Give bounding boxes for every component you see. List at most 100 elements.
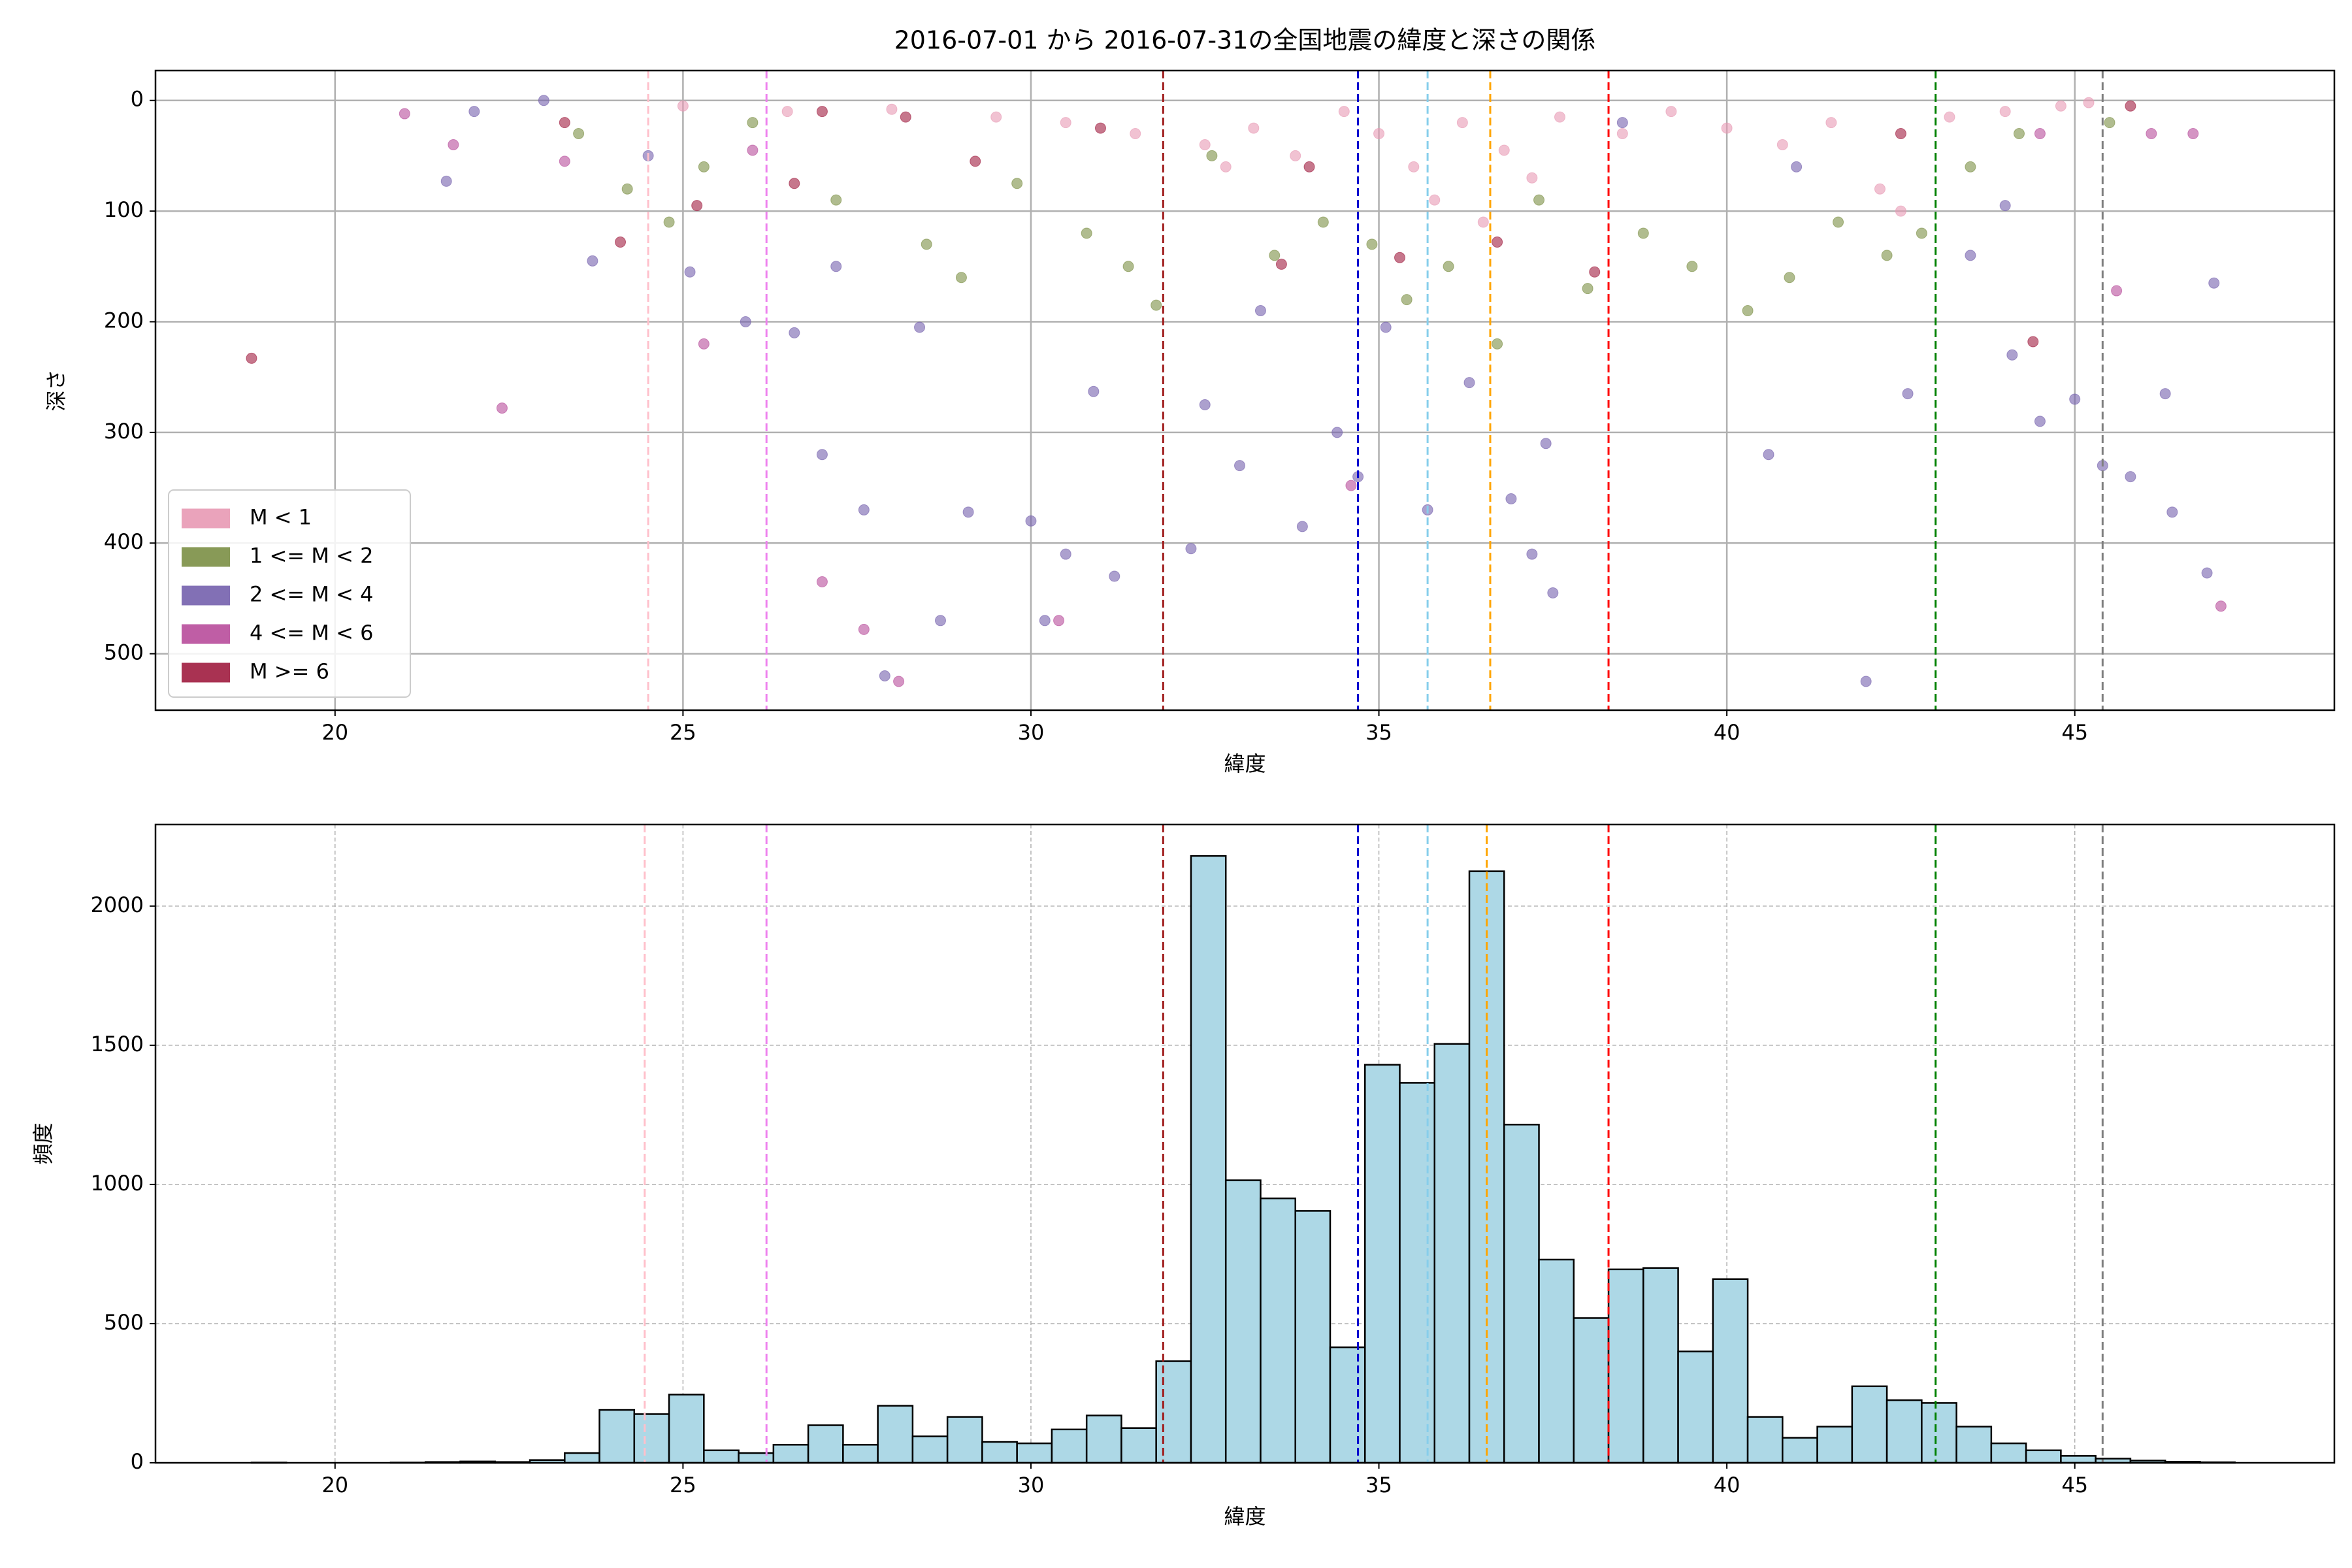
scatter-point xyxy=(1275,258,1287,270)
scatter-point xyxy=(440,175,452,187)
scatter-point xyxy=(1025,515,1037,527)
scatter-point xyxy=(1151,299,1162,311)
scatter-point xyxy=(1039,615,1051,627)
scatter-point xyxy=(893,676,905,687)
scatter-point xyxy=(816,576,828,588)
histogram-bar xyxy=(598,1409,636,1464)
scatter-point xyxy=(496,402,508,414)
histogram-bar xyxy=(2060,1455,2097,1464)
scatter-point xyxy=(1317,216,1329,228)
scatter-point xyxy=(1686,261,1698,272)
histogram-bar xyxy=(1433,1043,1471,1464)
scatter-point xyxy=(2146,128,2157,140)
histogram-bar xyxy=(668,1394,705,1464)
scatter-point xyxy=(1303,161,1315,172)
scatter-point xyxy=(1902,388,1914,400)
scatter-point xyxy=(1254,305,1266,317)
scatter-point xyxy=(1665,106,1677,118)
scatter-point xyxy=(1763,449,1774,461)
scatter-point xyxy=(698,161,710,172)
scatter-point xyxy=(1269,250,1281,261)
histogram-bar xyxy=(1955,1426,1993,1464)
scatter-point xyxy=(747,144,759,156)
scatter-point xyxy=(1526,172,1538,184)
y-tick-label: 0 xyxy=(131,87,144,112)
scatter-point xyxy=(1081,227,1092,239)
scatter-point xyxy=(1540,438,1552,449)
y-tick-label: 300 xyxy=(104,419,144,444)
legend-box xyxy=(168,489,411,698)
x-axis-label: 緯度 xyxy=(1224,751,1266,776)
scatter-point xyxy=(1791,161,1803,172)
scatter-point xyxy=(246,352,257,364)
scatter-point xyxy=(663,216,675,228)
y-tick-label: 2000 xyxy=(91,892,144,917)
histogram-bar xyxy=(1921,1402,1957,1464)
scatter-point xyxy=(587,255,598,267)
scatter-point xyxy=(955,272,967,284)
scatter-point xyxy=(1206,150,1218,161)
histogram-bar xyxy=(703,1449,740,1464)
histogram-bar xyxy=(1990,1442,2027,1464)
scatter-point xyxy=(816,449,828,461)
scatter-point xyxy=(1492,338,1503,350)
scatter-point xyxy=(1345,480,1357,491)
legend: M < 1 1 <= M < 2 2 <= M < 4 4 <= M < 6 M >= … xyxy=(168,489,411,698)
scatter-point xyxy=(1637,227,1649,239)
scatter-point xyxy=(1185,543,1197,555)
scatter-point xyxy=(830,194,842,206)
scatter-point xyxy=(1109,570,1120,582)
histogram-bar xyxy=(1782,1437,1818,1464)
histogram-bar xyxy=(1085,1414,1122,1464)
x-tick-label: 35 xyxy=(1365,720,1392,745)
scatter-point xyxy=(1296,521,1308,532)
scatter-point xyxy=(858,623,870,635)
scatter-point xyxy=(1060,548,1071,560)
legend-swatch xyxy=(182,662,230,683)
histogram-bar xyxy=(1851,1385,1888,1464)
scatter-point xyxy=(1373,128,1385,140)
legend-label: 2 <= M < 4 xyxy=(250,582,373,607)
scatter-point xyxy=(1916,227,1927,239)
scatter-point xyxy=(1533,194,1545,206)
scatter-point xyxy=(468,106,480,118)
y-axis-label: 頻度 xyxy=(31,1122,56,1164)
scatter-point xyxy=(1394,252,1405,263)
scatter-point xyxy=(1053,615,1065,627)
scatter-point xyxy=(1456,117,1468,129)
scatter-point xyxy=(399,108,410,120)
scatter-point xyxy=(559,117,570,129)
histogram-bar xyxy=(1816,1426,1854,1464)
scatter-point xyxy=(1874,183,1886,195)
scatter-point xyxy=(1784,272,1795,284)
scatter-point xyxy=(1088,385,1100,397)
x-tick-label: 40 xyxy=(1714,1473,1740,1497)
scatter-point xyxy=(1199,399,1211,411)
histogram-bar xyxy=(1260,1197,1296,1464)
scatter-point xyxy=(2166,506,2178,518)
scatter-point xyxy=(2006,349,2018,361)
scatter-point xyxy=(1199,139,1211,150)
scatter-point xyxy=(1944,111,1955,123)
scatter-point xyxy=(1965,250,1976,261)
scatter-point xyxy=(1220,161,1232,172)
scatter-point xyxy=(1881,250,1893,261)
histogram-bar xyxy=(1294,1210,1331,1464)
scatter-point xyxy=(538,95,549,106)
histogram-bar xyxy=(633,1413,670,1464)
histogram-bar xyxy=(1016,1442,1053,1464)
scatter-point xyxy=(1776,139,1788,150)
scatter-point xyxy=(990,111,1002,123)
scatter-point xyxy=(1338,106,1350,118)
histogram-bar xyxy=(1573,1317,1610,1464)
scatter-point xyxy=(1477,216,1489,228)
scatter-point xyxy=(1895,128,1906,140)
scatter-point xyxy=(2111,285,2123,297)
y-tick-label: 100 xyxy=(104,197,144,222)
scatter-point xyxy=(2055,100,2066,112)
y-axis-label: 深さ xyxy=(44,369,69,411)
histogram-bar xyxy=(1329,1346,1366,1464)
scatter-point xyxy=(1860,676,1872,687)
scatter-point xyxy=(2187,128,2199,140)
